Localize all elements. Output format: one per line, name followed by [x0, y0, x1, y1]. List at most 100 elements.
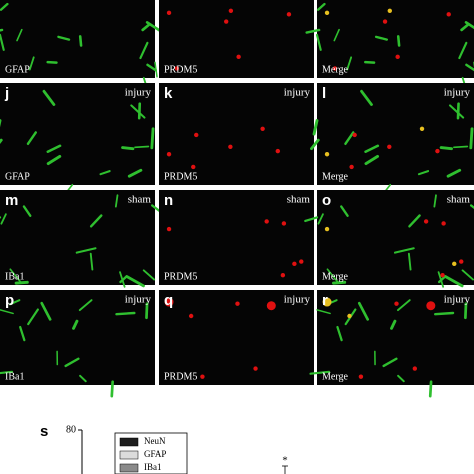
nucleus — [387, 8, 392, 13]
cell-process — [0, 370, 14, 375]
cell-process — [446, 168, 462, 178]
cell-process — [26, 131, 38, 145]
cell-process — [130, 104, 146, 119]
nucleus — [281, 221, 287, 226]
condition-label: sham — [287, 194, 311, 206]
cell-process — [0, 213, 7, 225]
cell-process — [360, 89, 373, 106]
nucleus — [194, 132, 199, 138]
condition-label: injury — [125, 294, 152, 306]
nucleus — [349, 164, 354, 170]
cell-process — [305, 28, 321, 34]
cell-process — [437, 275, 447, 284]
cell-process — [326, 268, 340, 284]
nucleus — [352, 132, 357, 138]
cell-process — [333, 28, 340, 42]
legend-swatch — [119, 437, 139, 447]
nucleus — [188, 313, 194, 319]
stain-label: Merge — [322, 271, 348, 282]
cell-process — [397, 374, 405, 383]
stain-label: PRDM5 — [164, 371, 197, 382]
cell-process — [310, 138, 320, 151]
micrograph — [159, 290, 314, 385]
nucleus — [253, 366, 258, 371]
cell-process — [464, 302, 468, 320]
cell-process — [110, 380, 114, 398]
nucleus — [324, 10, 330, 16]
micrograph — [317, 83, 474, 185]
nucleus — [387, 144, 392, 150]
cell-process — [19, 325, 26, 342]
cell-process — [79, 374, 87, 383]
cell-process — [417, 170, 430, 176]
cell-process — [332, 280, 347, 285]
cell-process — [309, 370, 331, 375]
micrograph — [159, 83, 314, 185]
cell-process — [40, 301, 52, 321]
cell-process — [78, 299, 93, 312]
cell-process — [99, 170, 111, 176]
legend-swatch — [119, 463, 139, 473]
nucleus — [395, 54, 400, 60]
cell-process — [439, 146, 453, 151]
cell-process — [304, 216, 319, 223]
panel-letter: r — [322, 292, 328, 309]
nucleus — [423, 219, 429, 224]
panel-letter: q — [164, 292, 173, 309]
cell-process — [382, 357, 398, 368]
nucleus — [452, 261, 457, 267]
nucleus — [322, 297, 332, 307]
cell-process — [42, 89, 56, 106]
micrograph — [0, 0, 155, 78]
condition-label: injury — [444, 294, 471, 306]
condition-label: sham — [447, 194, 471, 206]
y-tick-label: 80 — [66, 424, 76, 435]
cell-process — [9, 268, 22, 284]
condition-label: injury — [284, 294, 311, 306]
panel-letter: p — [5, 292, 14, 309]
nucleus — [441, 221, 446, 226]
nucleus — [382, 19, 388, 24]
cell-process — [317, 213, 324, 225]
cell-process — [125, 275, 145, 288]
cell-process — [16, 28, 23, 42]
micrograph — [317, 190, 474, 285]
nucleus — [236, 54, 241, 60]
cell-process — [89, 214, 103, 228]
panel-letter: o — [322, 192, 331, 209]
nucleus — [280, 273, 286, 278]
cell-process — [0, 33, 5, 51]
cell-process — [469, 127, 474, 150]
nucleus — [419, 126, 425, 131]
panel-letter: s — [40, 423, 48, 440]
nucleus — [286, 12, 292, 17]
condition-label: injury — [125, 87, 152, 99]
cell-process — [127, 168, 143, 178]
nucleus — [166, 152, 172, 157]
cell-process — [121, 146, 135, 151]
cell-process — [0, 309, 14, 315]
stain-label: Merge — [322, 371, 348, 382]
cell-process — [448, 104, 465, 119]
cell-process — [46, 144, 62, 153]
cell-process — [456, 102, 460, 120]
nucleus — [324, 226, 330, 232]
nucleus — [228, 8, 234, 13]
cell-process — [443, 275, 464, 288]
panel-letter: n — [164, 192, 173, 209]
panel-letter: l — [322, 85, 326, 102]
micrograph — [0, 290, 155, 385]
cell-process — [0, 2, 9, 11]
cell-process — [312, 119, 319, 136]
nucleus — [394, 301, 399, 306]
nucleus — [412, 366, 418, 371]
cell-process — [344, 131, 355, 145]
nucleus — [166, 10, 172, 16]
cell-process — [433, 194, 437, 208]
cell-process — [115, 311, 136, 316]
cell-process — [89, 252, 94, 271]
cell-process — [46, 60, 58, 64]
cell-process — [464, 21, 474, 30]
legend-swatch — [119, 450, 139, 460]
nucleus — [347, 313, 352, 319]
